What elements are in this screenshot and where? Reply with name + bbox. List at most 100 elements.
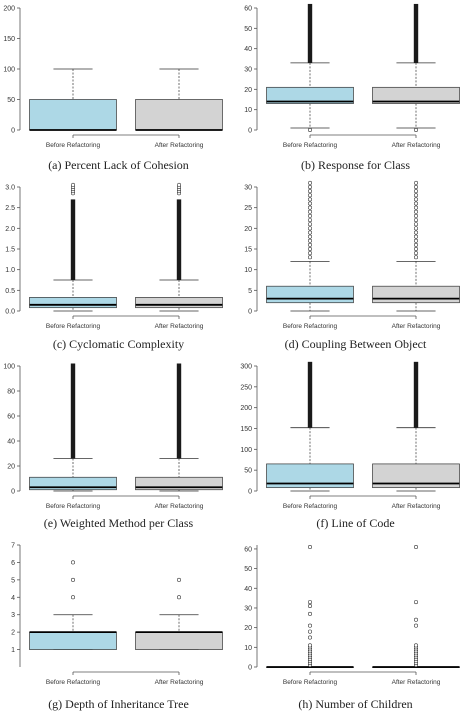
outlier-point (414, 247, 419, 252)
outlier-point (414, 213, 419, 218)
box-after (372, 180, 460, 312)
outlier-point (308, 205, 313, 210)
outlier-point (71, 560, 76, 565)
boxplot-chart: 0 50 100 150 200 250 300 Before Refactoring Afte… (240, 361, 460, 510)
box-before (29, 182, 117, 312)
outlier-point (308, 218, 313, 223)
x-tick-label: After Refactoring (392, 503, 441, 510)
y-tick-label: 7 (11, 543, 15, 550)
boxplot-chart: 0 50 100 150 200 Before Refactoring After Refa… (3, 6, 223, 149)
boxplot-chart: 0 10 20 30 40 50 60 Before Refactoring After Ref… (244, 3, 460, 149)
x-tick-label: After Refactoring (155, 142, 204, 149)
outlier-point (308, 544, 313, 549)
x-tick-label: After Refactoring (155, 323, 204, 330)
x-tick-label: After Refactoring (392, 142, 441, 149)
y-tick-label: 100 (3, 364, 15, 371)
outlier-point (414, 238, 419, 243)
panel-caption: (b) Response for Class (301, 158, 410, 172)
y-tick-label: 1.5 (5, 247, 15, 254)
iqr-box (29, 631, 117, 650)
outlier-point (308, 242, 313, 247)
outlier-point (414, 544, 419, 549)
y-tick-label: 40 (244, 586, 252, 593)
panel-caption: (c) Cyclomatic Complexity (52, 337, 185, 351)
outlier-point (308, 251, 313, 256)
y-tick-label: 150 (240, 426, 252, 433)
panel-caption: (e) Weighted Method per Class (43, 516, 194, 530)
outlier-band (307, 361, 313, 428)
y-tick-label: 0 (248, 309, 252, 316)
y-tick-label: 60 (244, 6, 252, 13)
panel-b: 0 10 20 30 40 50 60 Before Refactoring After Ref… (237, 0, 474, 179)
iqr-box (372, 86, 460, 104)
box-after (135, 363, 223, 492)
y-tick-label: 15 (244, 247, 252, 254)
box-after (372, 3, 460, 133)
iqr-box (372, 463, 460, 489)
outlier-point (414, 205, 419, 210)
x-tick-label: Before Refactoring (46, 503, 101, 510)
outlier-point (71, 595, 76, 600)
outlier-point (308, 197, 313, 202)
y-tick-label: 50 (244, 468, 252, 475)
x-tick-label: After Refactoring (155, 503, 204, 510)
x-tick-label: Before Refactoring (283, 679, 338, 686)
y-tick-label: 6 (11, 560, 15, 567)
outlier-point (308, 213, 313, 218)
panel-f: 0 50 100 150 200 250 300 Before Refactoring Afte… (237, 358, 474, 537)
outlier-point (308, 189, 313, 194)
iqr-box (29, 297, 117, 309)
outlier-point (308, 600, 313, 605)
outlier-point (414, 600, 419, 605)
box-after (135, 68, 223, 131)
box-before (266, 3, 354, 133)
outlier-point (308, 234, 313, 239)
y-tick-label: 0.0 (5, 309, 15, 316)
y-tick-label: 3 (11, 612, 15, 619)
y-tick-label: 200 (240, 405, 252, 412)
outlier-band (176, 199, 182, 280)
boxplot-chart: 0 5 10 15 20 25 30 Before Refactoring After Refa… (244, 180, 460, 330)
outlier-point (308, 185, 313, 190)
panel-c: 0.0 0.5 1.0 1.5 2.0 2.5 3.0 Before Refactoring A… (0, 179, 237, 358)
box-before (266, 180, 354, 312)
y-tick-label: 10 (244, 107, 252, 114)
outlier-point (308, 128, 313, 133)
y-tick-label: 30 (244, 605, 252, 612)
y-tick-label: 1 (11, 647, 15, 654)
outlier-point (414, 623, 419, 628)
x-tick-label: Before Refactoring (283, 503, 338, 510)
y-tick-label: 4 (11, 595, 15, 602)
y-tick-label: 20 (244, 625, 252, 632)
outlier-point (71, 577, 76, 582)
y-tick-label: 50 (7, 97, 15, 104)
x-tick-label: Before Refactoring (46, 142, 101, 149)
outlier-point (308, 247, 313, 252)
panel-caption: (d) Coupling Between Object (284, 337, 427, 351)
y-tick-label: 20 (244, 87, 252, 94)
outlier-point (414, 185, 419, 190)
y-tick-label: 2.0 (5, 226, 15, 233)
outlier-point (414, 242, 419, 247)
y-tick-label: 40 (244, 46, 252, 53)
y-tick-label: 0.5 (5, 288, 15, 295)
y-tick-label: 30 (244, 67, 252, 74)
outlier-point (414, 255, 419, 260)
outlier-point (308, 226, 313, 231)
iqr-box (266, 463, 354, 489)
panel-g: 1 2 3 4 5 6 7 Before Refactoring After Refactori… (0, 537, 237, 716)
y-tick-label: 0 (248, 128, 252, 135)
panel-caption: (a) Percent Lack of Cohesion (48, 158, 189, 172)
y-tick-label: 1.0 (5, 267, 15, 274)
y-tick-label: 25 (244, 205, 252, 212)
outlier-point (414, 222, 419, 227)
panel-caption: (g) Depth of Inheritance Tree (48, 697, 189, 711)
x-tick-label: Before Refactoring (283, 323, 338, 330)
y-tick-label: 100 (240, 447, 252, 454)
outlier-band (70, 199, 76, 280)
panel-a: 0 50 100 150 200 Before Refactoring After Refa… (0, 0, 237, 179)
outlier-point (414, 617, 419, 622)
iqr-box (135, 297, 223, 309)
outlier-point (414, 197, 419, 202)
y-tick-label: 10 (244, 267, 252, 274)
